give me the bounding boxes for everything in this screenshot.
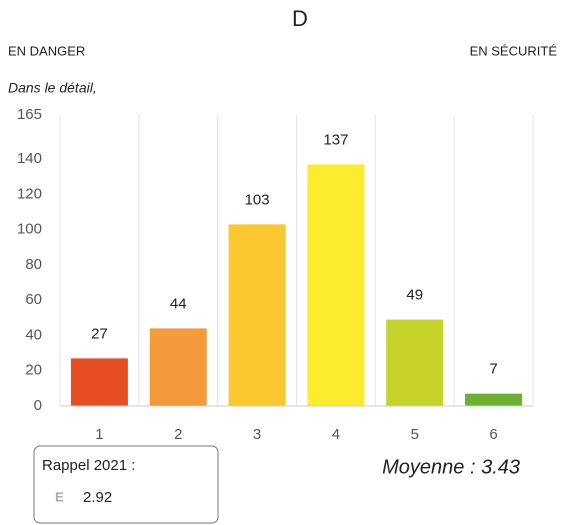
value-label: 103: [245, 191, 270, 208]
x-tick-label: 6: [489, 426, 497, 443]
bar: [228, 224, 286, 406]
value-label: 49: [406, 287, 423, 304]
bar: [465, 393, 523, 406]
x-tick-label: 1: [95, 426, 103, 443]
x-tick-label: 2: [174, 426, 182, 443]
y-tick-label: 40: [25, 326, 42, 343]
y-tick-label: 100: [17, 221, 42, 238]
left-label: EN DANGER: [8, 43, 85, 58]
x-tick-label: 5: [411, 426, 419, 443]
recall-grade: E: [55, 489, 64, 504]
bar: [386, 319, 444, 406]
recall-value: 2.92: [83, 489, 112, 506]
bar: [70, 358, 128, 406]
y-tick-label: 0: [34, 397, 42, 414]
y-tick-label: 20: [25, 362, 42, 379]
average: Moyenne : 3.43: [382, 456, 520, 478]
y-tick-label: 165: [17, 106, 42, 123]
y-tick-label: 140: [17, 150, 42, 167]
x-tick-label: 4: [332, 426, 340, 443]
value-label: 137: [323, 131, 348, 148]
recall-box: [33, 445, 219, 524]
bar: [149, 328, 207, 406]
right-label: EN SÉCURITÉ: [470, 43, 558, 58]
y-tick-label: 80: [25, 256, 42, 273]
x-tick-label: 3: [253, 426, 261, 443]
bar: [307, 164, 365, 406]
y-tick-label: 120: [17, 185, 42, 202]
recall-label: Rappel 2021 :: [42, 457, 135, 474]
value-label: 27: [91, 325, 108, 342]
grade-title: D: [292, 6, 308, 31]
value-label: 44: [170, 295, 187, 312]
y-tick-label: 60: [25, 291, 42, 308]
value-label: 7: [489, 361, 497, 378]
intro: Dans le détail,: [8, 80, 97, 96]
